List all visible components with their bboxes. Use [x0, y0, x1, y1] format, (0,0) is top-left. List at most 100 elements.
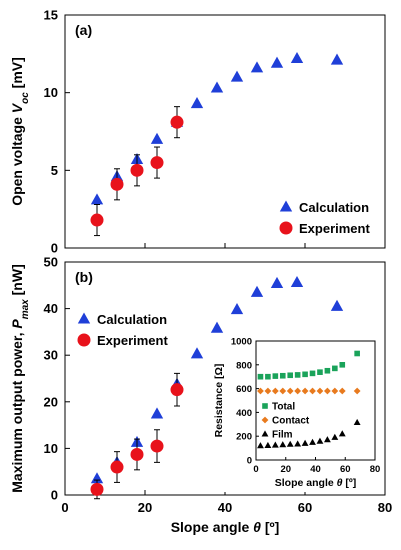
data-point-experiment [150, 439, 164, 453]
x-axis-title: Slope angle θ [º] [171, 519, 280, 535]
inset-legend-marker-contact [261, 416, 269, 424]
data-point-experiment [170, 115, 184, 129]
inset-data-point-film [279, 441, 287, 448]
inset-data-point-contact [338, 387, 346, 395]
data-point-calculation [210, 81, 224, 93]
y-axis-title: Maximum output power, Pmax [nW] [9, 264, 31, 492]
inset-data-point-total [294, 372, 301, 378]
data-point-experiment [90, 482, 104, 496]
inset-data-point-contact [279, 387, 287, 395]
legend-label: Experiment [299, 221, 370, 236]
data-point-calculation [270, 276, 284, 288]
data-point-experiment [110, 460, 124, 474]
legend-label: Calculation [299, 200, 369, 215]
data-point-calculation [290, 276, 304, 288]
data-point-calculation [150, 407, 164, 419]
inset-y-axis-title: Resistance [Ω] [213, 364, 225, 438]
data-point-experiment [90, 213, 104, 227]
inset-series-film [257, 418, 361, 449]
data-point-experiment [130, 163, 144, 177]
data-point-experiment [110, 177, 124, 191]
inset-data-point-contact [294, 387, 302, 395]
inset-data-point-total [324, 367, 331, 374]
series-experiment [90, 372, 184, 500]
inset-data-point-contact [309, 387, 316, 395]
data-point-calculation [330, 299, 344, 311]
data-point-calculation [330, 53, 344, 65]
y-tick-label: 0 [51, 241, 58, 256]
inset-data-point-total [339, 362, 346, 368]
inset-data-point-total [332, 365, 338, 372]
inset-y-tick-label: 800 [236, 360, 252, 371]
inset-legend-label: Film [272, 430, 293, 441]
inset-x-tick-label: 60 [340, 464, 351, 475]
x-tick-label: 40 [218, 500, 232, 515]
inset-data-point-contact [316, 387, 324, 395]
data-point-calculation [210, 321, 224, 333]
data-point-calculation [90, 193, 104, 205]
inset-legend-label: Contact [272, 416, 310, 427]
data-point-experiment [130, 447, 144, 461]
inset-data-point-total [354, 350, 360, 357]
inset-series-total [257, 350, 360, 380]
y-tick-label: 30 [44, 348, 58, 363]
panel-b-chart: 0 10 20 30 40 50 0 20 40 60 80 (b) Maximum output po… [9, 255, 392, 536]
data-point-calculation [230, 70, 244, 82]
inset-data-point-film [264, 441, 272, 449]
inset-data-point-film [257, 442, 264, 449]
inset-data-point-contact [257, 387, 264, 395]
inset-x-axis-title: Slope angle θ [º] [275, 477, 356, 489]
inset-series-contact [257, 387, 361, 395]
inset-y-tick-label: 1000 [231, 337, 252, 348]
inset-background [214, 334, 382, 492]
inset-data-point-film [316, 437, 324, 444]
inset-data-point-film [301, 439, 309, 446]
inset-x-tick-label: 0 [253, 464, 258, 475]
legend-marker-calculation [77, 312, 91, 324]
inset-data-point-film [338, 430, 346, 437]
legend-marker-calculation [279, 200, 293, 212]
x-tick-label: 60 [298, 500, 312, 515]
resistance-inset-chart: 0 200 400 600 800 1000 0 20 40 60 80 Resistance [Ω]… [213, 334, 382, 492]
legend-marker-experiment [279, 221, 293, 235]
inset-data-point-total [317, 369, 323, 375]
inset-x-tick-label: 20 [280, 464, 291, 475]
inset-data-point-contact [353, 387, 361, 395]
inset-data-point-total [265, 373, 271, 380]
panel-label: (b) [75, 269, 93, 285]
y-axis-title: Open voltage Voc [mV] [9, 57, 31, 206]
series-experiment [90, 106, 184, 237]
inset-data-point-total [272, 373, 279, 379]
legend: Calculation Experiment [279, 200, 370, 236]
data-point-calculation [90, 472, 104, 484]
data-point-calculation [150, 132, 164, 144]
inset-data-point-film [323, 436, 331, 443]
inset-legend: Total Contact Film [261, 402, 310, 441]
series-calculation [90, 51, 344, 205]
inset-data-point-total [309, 370, 316, 377]
y-tick-label: 0 [51, 488, 58, 503]
inset-y-tick-label: 600 [236, 384, 252, 395]
inset-data-point-film [331, 433, 339, 440]
y-tick-label: 50 [44, 255, 58, 270]
inset-data-point-total [287, 372, 294, 379]
inset-legend-label: Total [272, 402, 295, 413]
inset-y-tick-label: 200 [236, 432, 252, 443]
legend-label: Calculation [97, 312, 167, 327]
y-tick-label: 5 [51, 163, 58, 178]
legend-marker-experiment [77, 333, 91, 347]
data-point-experiment [170, 383, 184, 397]
x-tick-label: 80 [378, 500, 392, 515]
inset-legend-marker-film [261, 430, 269, 437]
inset-data-point-contact [324, 387, 331, 395]
legend-label: Experiment [97, 333, 168, 348]
legend: Calculation Experiment [77, 312, 168, 348]
data-point-calculation [230, 303, 244, 315]
inset-data-point-contact [331, 387, 339, 395]
data-point-experiment [150, 156, 164, 170]
data-point-calculation [290, 51, 304, 64]
inset-data-point-film [271, 441, 279, 448]
inset-data-point-total [279, 372, 286, 379]
inset-data-point-film [353, 418, 361, 426]
